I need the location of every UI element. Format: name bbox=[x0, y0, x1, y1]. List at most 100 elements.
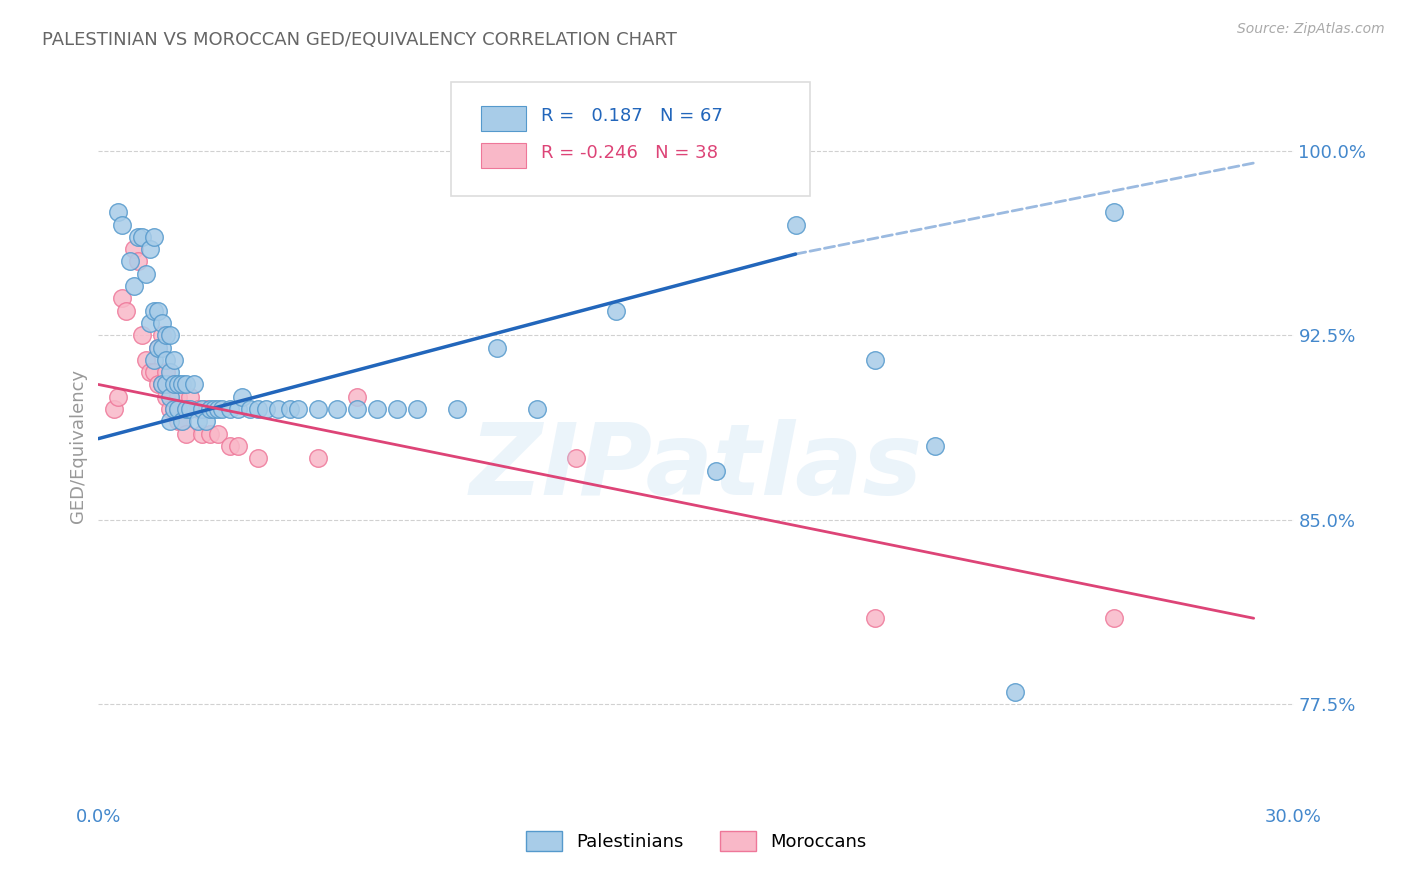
Point bbox=[159, 414, 181, 428]
Legend: Palestinians, Moroccans: Palestinians, Moroccans bbox=[519, 823, 873, 858]
Point bbox=[124, 279, 146, 293]
FancyBboxPatch shape bbox=[481, 106, 526, 130]
Point bbox=[191, 402, 214, 417]
Point bbox=[346, 390, 368, 404]
Point bbox=[139, 242, 162, 256]
Point bbox=[148, 377, 170, 392]
Point bbox=[865, 611, 887, 625]
Point bbox=[195, 402, 218, 417]
Point bbox=[246, 451, 269, 466]
Point bbox=[135, 352, 157, 367]
Point bbox=[366, 402, 388, 417]
Point bbox=[127, 254, 149, 268]
Point bbox=[150, 316, 173, 330]
Point bbox=[219, 439, 242, 453]
Point bbox=[231, 390, 253, 404]
Point bbox=[187, 402, 209, 417]
Point bbox=[120, 254, 142, 268]
Point bbox=[143, 352, 166, 367]
Y-axis label: GED/Equivalency: GED/Equivalency bbox=[69, 369, 87, 523]
Point bbox=[1104, 205, 1126, 219]
Point bbox=[526, 402, 548, 417]
Point bbox=[202, 402, 225, 417]
Point bbox=[111, 291, 134, 305]
FancyBboxPatch shape bbox=[451, 82, 810, 196]
Point bbox=[135, 267, 157, 281]
Point bbox=[111, 218, 134, 232]
Point bbox=[150, 377, 173, 392]
Point bbox=[143, 365, 166, 379]
Point bbox=[174, 426, 197, 441]
Point bbox=[278, 402, 301, 417]
Point bbox=[485, 341, 508, 355]
Point bbox=[174, 377, 197, 392]
Point bbox=[163, 402, 186, 417]
Point bbox=[167, 414, 190, 428]
Point bbox=[163, 377, 186, 392]
Point bbox=[326, 402, 349, 417]
Point bbox=[115, 303, 138, 318]
Point bbox=[107, 205, 129, 219]
Point bbox=[207, 426, 229, 441]
Point bbox=[191, 426, 214, 441]
Point bbox=[163, 352, 186, 367]
Point bbox=[183, 377, 205, 392]
Point bbox=[219, 402, 242, 417]
Point bbox=[150, 341, 173, 355]
Point bbox=[150, 377, 173, 392]
Point bbox=[163, 402, 186, 417]
Point bbox=[124, 242, 146, 256]
Point bbox=[346, 402, 368, 417]
Point bbox=[167, 390, 190, 404]
Point bbox=[172, 414, 194, 428]
Point bbox=[167, 377, 190, 392]
Point bbox=[446, 402, 468, 417]
Point bbox=[226, 439, 249, 453]
Point bbox=[155, 390, 177, 404]
Point bbox=[785, 218, 807, 232]
Text: R = -0.246   N = 38: R = -0.246 N = 38 bbox=[541, 145, 717, 162]
Point bbox=[267, 402, 290, 417]
Point bbox=[1004, 685, 1026, 699]
Text: PALESTINIAN VS MOROCCAN GED/EQUIVALENCY CORRELATION CHART: PALESTINIAN VS MOROCCAN GED/EQUIVALENCY … bbox=[42, 31, 678, 49]
Point bbox=[143, 230, 166, 244]
Point bbox=[143, 303, 166, 318]
Text: ZIPatlas: ZIPatlas bbox=[470, 419, 922, 516]
Point bbox=[307, 402, 329, 417]
Point bbox=[131, 230, 153, 244]
Point bbox=[127, 230, 149, 244]
Point bbox=[207, 402, 229, 417]
Point bbox=[385, 402, 409, 417]
Point bbox=[159, 377, 181, 392]
Point bbox=[226, 402, 249, 417]
Point bbox=[139, 365, 162, 379]
Point bbox=[155, 377, 177, 392]
Point bbox=[163, 377, 186, 392]
Point bbox=[172, 377, 194, 392]
Point bbox=[172, 414, 194, 428]
Point bbox=[159, 390, 181, 404]
Point bbox=[150, 328, 173, 343]
Point bbox=[254, 402, 277, 417]
Point bbox=[139, 316, 162, 330]
Point bbox=[198, 402, 221, 417]
Point bbox=[155, 352, 177, 367]
Point bbox=[865, 352, 887, 367]
Point bbox=[287, 402, 309, 417]
Point bbox=[187, 414, 209, 428]
Point bbox=[179, 402, 201, 417]
Point bbox=[198, 426, 221, 441]
Point bbox=[605, 303, 627, 318]
Text: Source: ZipAtlas.com: Source: ZipAtlas.com bbox=[1237, 22, 1385, 37]
Point bbox=[924, 439, 946, 453]
FancyBboxPatch shape bbox=[481, 143, 526, 168]
Point bbox=[174, 402, 197, 417]
Point bbox=[167, 402, 190, 417]
Point bbox=[211, 402, 233, 417]
Point bbox=[159, 402, 181, 417]
Point bbox=[107, 390, 129, 404]
Point bbox=[406, 402, 429, 417]
Point bbox=[103, 402, 125, 417]
Point bbox=[179, 390, 201, 404]
Point bbox=[1104, 611, 1126, 625]
